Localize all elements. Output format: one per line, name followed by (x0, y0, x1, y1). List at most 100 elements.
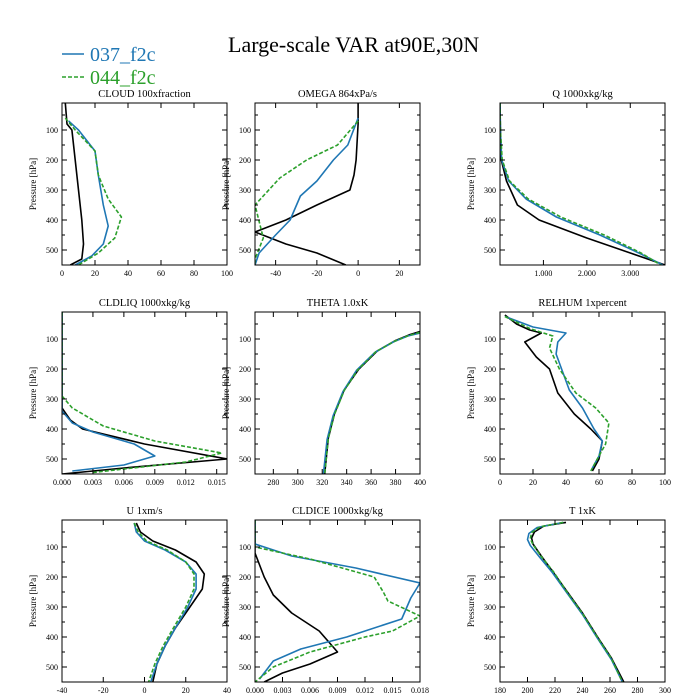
panel-title: CLOUD 100xfraction (98, 89, 191, 100)
x-tick-label: 0.006 (301, 686, 319, 695)
y-axis-label: Pressure [hPa] (221, 575, 231, 627)
panel-title: OMEGA 864xPa/s (298, 89, 377, 100)
y-axis-label: Pressure [hPa] (28, 367, 38, 419)
y-tick-label: 200 (46, 573, 58, 582)
x-tick-label: 0.003 (274, 686, 292, 695)
y-tick-label: 300 (46, 186, 58, 195)
series-line-037-f2c (322, 332, 420, 474)
panel-3: CLDLIQ 1000xkg/kg 100 200 300 400 500 0.000 0.0… (28, 298, 228, 487)
series-line-044-f2c (255, 120, 359, 265)
series-line-044-f2c (255, 520, 420, 682)
plot-frame (499, 102, 666, 266)
series-line-037-f2c (133, 522, 197, 682)
x-tick-label: 100 (221, 269, 233, 278)
y-tick-label: 500 (239, 246, 251, 255)
series-line-037-f2c (504, 315, 604, 469)
y-tick-label: 100 (46, 126, 58, 135)
x-tick-label: 0.009 (146, 478, 164, 487)
x-tick-label: 60 (157, 269, 165, 278)
y-axis-label: Pressure [hPa] (466, 575, 476, 627)
y-tick-label: 300 (46, 603, 58, 612)
panel-2: Q 1000xkg/kg 100 200 300 400 500 1.000 2.000 3.0… (466, 89, 666, 278)
y-tick-label: 300 (484, 186, 496, 195)
y-tick-label: 100 (239, 126, 251, 135)
x-tick-label: 0 (356, 269, 360, 278)
series-line-044-f2c (500, 103, 662, 265)
plot-frame (61, 102, 228, 266)
x-tick-label: 20 (395, 269, 403, 278)
series-line-044-f2c (323, 331, 420, 474)
y-tick-label: 400 (484, 425, 496, 434)
y-tick-label: 400 (239, 633, 251, 642)
plot-frame (254, 102, 421, 266)
x-tick-label: -20 (98, 686, 109, 695)
x-tick-label: 300 (292, 478, 304, 487)
y-tick-label: 300 (239, 603, 251, 612)
x-tick-label: 380 (390, 478, 402, 487)
x-tick-label: 40 (223, 686, 231, 695)
panel-6: U 1xm/s 100 200 300 400 500 -40 -20 0 20 40 Pressur… (28, 506, 231, 695)
y-tick-label: 200 (46, 156, 58, 165)
x-tick-label: 180 (494, 686, 506, 695)
x-tick-label: 60 (595, 478, 603, 487)
series-line-044-f2c (504, 315, 610, 472)
y-tick-label: 200 (46, 365, 58, 374)
y-tick-label: 400 (484, 216, 496, 225)
series-line-044-f2c (64, 117, 123, 265)
x-tick-label: 0 (498, 478, 502, 487)
x-tick-label: 0.012 (356, 686, 374, 695)
plot-frame (499, 311, 666, 475)
x-tick-label: 20 (91, 269, 99, 278)
y-tick-label: 100 (46, 543, 58, 552)
y-tick-label: 100 (484, 543, 496, 552)
y-tick-label: 500 (239, 663, 251, 672)
panel-title: U 1xm/s (127, 506, 163, 517)
x-tick-label: 260 (604, 686, 616, 695)
plot-frame (61, 311, 228, 475)
x-tick-label: 280 (632, 686, 644, 695)
x-tick-label: 80 (628, 478, 636, 487)
panel-0: CLOUD 100xfraction 100 200 300 400 500 0 20 40 60… (28, 89, 233, 278)
plot-frame (499, 519, 666, 683)
y-tick-label: 500 (46, 455, 58, 464)
series-line-reference (255, 520, 339, 682)
series-group (255, 520, 420, 682)
y-axis-label: Pressure [hPa] (28, 575, 38, 627)
x-tick-label: 0.018 (411, 686, 429, 695)
series-line-044-f2c (529, 521, 624, 682)
figure-title: Large-scale VAR at90E,30N (228, 32, 480, 57)
y-tick-label: 200 (239, 156, 251, 165)
panel-5: RELHUM 1xpercent 100 200 300 400 500 0 20 40 60 80… (466, 298, 671, 487)
legend-label-1: 044_f2c (90, 67, 156, 89)
x-tick-label: 0.009 (329, 686, 347, 695)
series-line-reference (64, 103, 85, 265)
y-tick-label: 500 (484, 455, 496, 464)
series-line-044-f2c (133, 522, 195, 682)
series-group (62, 312, 227, 474)
x-tick-label: 40 (124, 269, 132, 278)
x-tick-label: 0.015 (384, 686, 402, 695)
x-tick-label: 400 (414, 478, 426, 487)
x-tick-label: -40 (57, 686, 68, 695)
x-tick-label: 360 (365, 478, 377, 487)
series-line-reference (500, 103, 665, 265)
panel-title: THETA 1.0xK (307, 298, 369, 309)
y-tick-label: 200 (484, 365, 496, 374)
series-group (322, 330, 420, 474)
y-tick-label: 500 (46, 246, 58, 255)
y-tick-label: 500 (46, 663, 58, 672)
x-tick-label: 340 (341, 478, 353, 487)
series-line-037-f2c (255, 520, 420, 680)
x-tick-label: 20 (182, 686, 190, 695)
y-tick-label: 400 (46, 425, 58, 434)
y-tick-label: 300 (484, 395, 496, 404)
x-tick-label: 0.000 (53, 478, 71, 487)
x-tick-label: 3.000 (621, 269, 639, 278)
panel-1: OMEGA 864xPa/s 100 200 300 400 500 -40 -20 0 20 Pr… (221, 89, 421, 278)
y-axis-label: Pressure [hPa] (221, 367, 231, 419)
panel-8: T 1xK 100 200 300 400 500 180 200 220 240 260 280 30… (466, 506, 671, 695)
legend-label-0: 037_f2c (90, 44, 156, 66)
x-tick-label: 0.012 (177, 478, 195, 487)
x-tick-label: 300 (659, 686, 671, 695)
